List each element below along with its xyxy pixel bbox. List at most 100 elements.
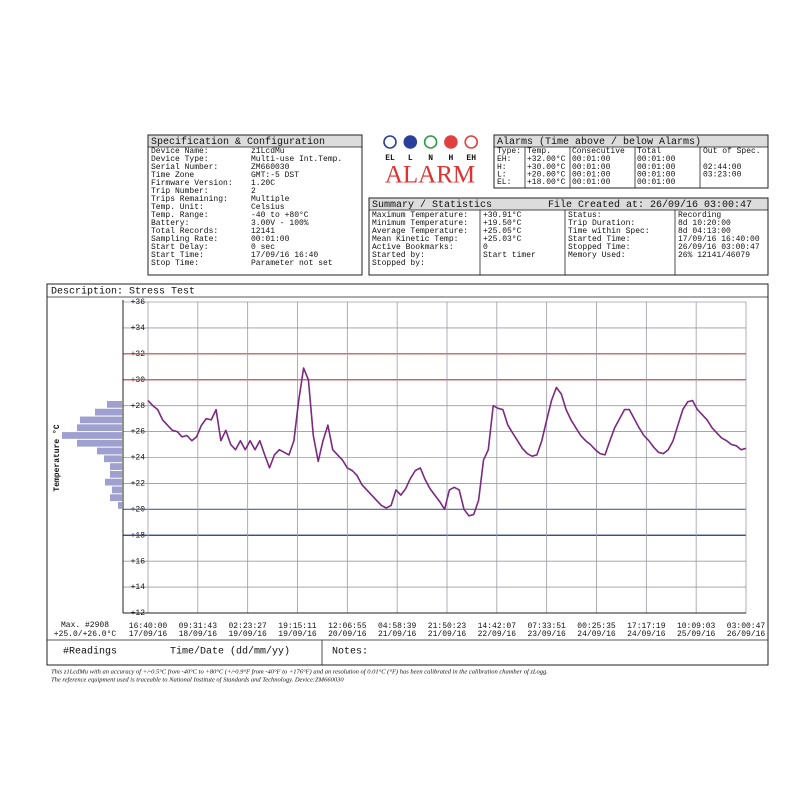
status-label: EL (385, 154, 395, 163)
status-light (383, 135, 397, 149)
x-tick-date: 24/09/16 (627, 630, 666, 639)
y-tick-label: +24 (131, 454, 146, 463)
summary-label: Memory Used: (568, 251, 626, 260)
histogram-bar (109, 494, 122, 502)
x-tick-date: 19/09/16 (278, 630, 317, 639)
histogram-bar (111, 486, 122, 494)
alarms-cell: EL: (497, 178, 511, 187)
x-tick-time: 21:50:23 (428, 622, 467, 631)
out-of-spec: 03:23:00 (703, 171, 742, 180)
summary-value: 8d 04:13:00 (678, 227, 731, 236)
x-tick-date: 26/09/16 (727, 630, 766, 639)
summary-label: Stopped by: (372, 259, 425, 268)
footnote: This z1LcdMu with an accuracy of +/-0.5°… (51, 668, 548, 675)
x-tick-time: 07:33:51 (527, 622, 566, 631)
summary-value: Recording (678, 211, 721, 220)
readings-label: #Readings (63, 646, 117, 658)
alarms-cell: 00:01:00 (572, 163, 611, 172)
x-tick-time: 00:25:35 (577, 622, 616, 631)
status-light (444, 135, 458, 149)
spec-label: Start Delay: (151, 243, 209, 252)
x-tick-time: 10:09:03 (677, 622, 716, 631)
out-of-spec: 02:44:00 (703, 163, 742, 172)
spec-value: Multiple (251, 195, 290, 204)
chart-box (46, 283, 769, 666)
y-tick-label: +30 (131, 376, 146, 385)
x-tick-date: 23/09/16 (527, 630, 566, 639)
alarms-header: Out of Spec. (703, 147, 761, 156)
x-tick-date: 18/09/16 (179, 630, 218, 639)
spec-value: Parameter not set (251, 259, 333, 268)
spec-label: Temp. Range: (151, 211, 209, 220)
alarms-header: Consecutive (572, 147, 625, 156)
histogram-bar (104, 478, 122, 486)
summary-label: Started by: (372, 251, 425, 260)
histogram-bar (77, 424, 122, 432)
x-tick-time: 09:31:43 (179, 622, 218, 631)
x-tick-date: 17/09/16 (129, 630, 168, 639)
histogram-bar (62, 432, 122, 439)
y-tick-label: +26 (131, 428, 146, 437)
alarms-cell: 00:01:00 (572, 171, 611, 180)
x-tick-time: 04:58:39 (378, 622, 417, 631)
alarms-cell: +18.00°C (527, 178, 566, 187)
summary-value: 17/09/16 16:40:00 (678, 235, 760, 244)
x-tick-date: 21/09/16 (378, 630, 417, 639)
spec-value: GMT:-5 DST (251, 171, 299, 180)
summary-label: Started Time: (568, 235, 630, 244)
x-tick-date: 19/09/16 (228, 630, 267, 639)
spec-label: Serial Number: (151, 163, 218, 172)
y-tick-label: +36 (131, 298, 146, 307)
summary-label: Mean Kinetic Temp: (372, 235, 458, 244)
spec-label: Device Name: (151, 147, 209, 156)
histogram-bar (77, 439, 122, 447)
status-light (423, 135, 438, 149)
y-tick-label: +20 (131, 505, 146, 514)
x-tick-date: 22/09/16 (478, 630, 517, 639)
spec-value: 1.20C (251, 179, 275, 188)
spec-label: Start Time: (151, 251, 204, 260)
summary-value: 8d 10:20:00 (678, 219, 731, 228)
y-tick-label: +16 (131, 557, 146, 566)
summary-value: Start timer (483, 251, 536, 260)
summary-label: Trip Duration: (568, 219, 635, 228)
spec-value: z1LcdMu (251, 147, 285, 156)
spec-value: 0 sec (251, 243, 275, 252)
alarms-cell: 00:01:00 (572, 155, 611, 164)
spec-label: Firmware Version: (151, 179, 233, 188)
histogram-bar (107, 400, 122, 408)
summary-label: Maximum Temperature: (372, 211, 468, 220)
alarms-cell: L: (497, 171, 507, 180)
x-tick-time: 03:00:47 (727, 622, 766, 631)
y-tick-label: +18 (131, 531, 146, 540)
alarms-cell: 00:01:00 (637, 178, 676, 187)
summary-label: Average Temperature: (372, 227, 468, 236)
histogram-bar (109, 463, 122, 470)
x-tick-date: 25/09/16 (677, 630, 716, 639)
status-light (403, 135, 418, 149)
histogram-max: Max. #2908 (61, 621, 109, 630)
x-tick-time: 19:15:11 (278, 622, 317, 631)
alarms-header: Temp. (527, 147, 551, 156)
summary-value: +19.50°C (483, 219, 522, 228)
histogram-bar (104, 455, 122, 463)
y-tick-label: +12 (131, 609, 146, 618)
alarms-cell: +30.00°C (527, 163, 566, 172)
alarms-cell: +20.00°C (527, 171, 566, 180)
histogram-bar (117, 502, 122, 509)
x-tick-date: 21/09/16 (428, 630, 467, 639)
summary-label: Minimum Temperature: (372, 219, 468, 228)
spec-value: Multi-use Int.Temp. (251, 155, 342, 164)
status-label: EH (466, 154, 476, 163)
x-tick-time: 17:17:19 (627, 622, 666, 631)
alarms-cell: 00:01:00 (572, 178, 611, 187)
histogram-bar (96, 447, 122, 455)
x-tick-time: 14:42:07 (478, 622, 517, 631)
summary-value: +25.03°C (483, 235, 522, 244)
spec-value: 3.00V - 100% (251, 219, 309, 228)
y-tick-label: +34 (131, 324, 146, 333)
alarms-header: Total (637, 147, 661, 156)
spec-label: Temp. Unit: (151, 203, 204, 212)
